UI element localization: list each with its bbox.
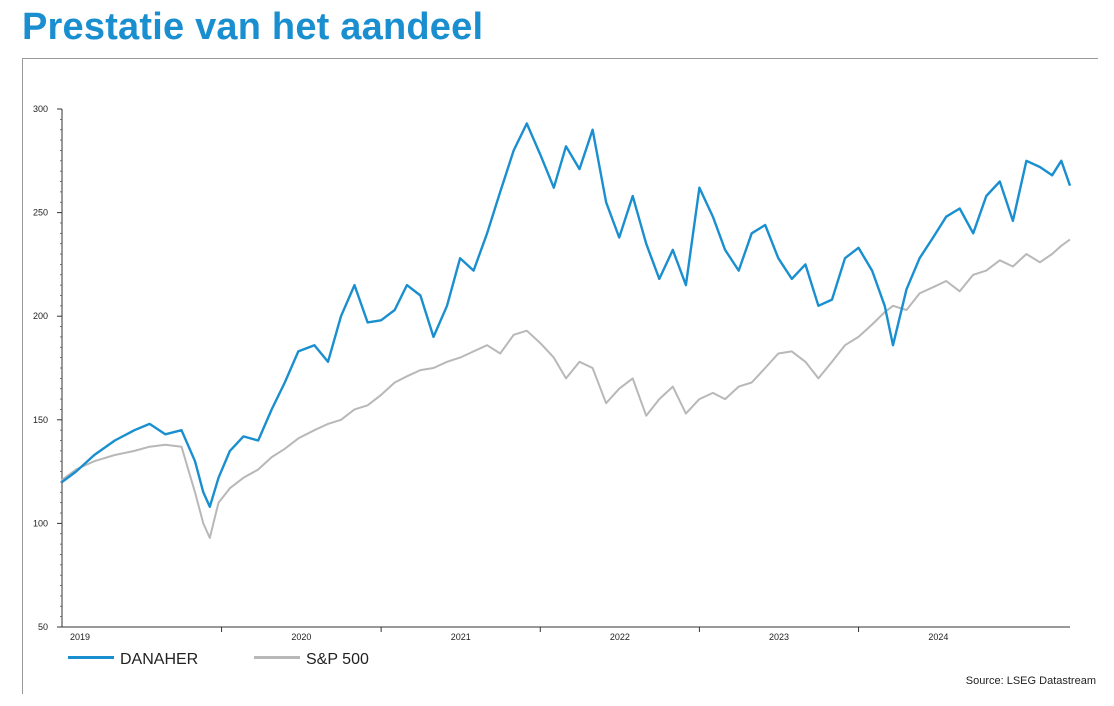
y-tick-label: 250 <box>33 208 48 218</box>
legend-label-danaher: DANAHER <box>120 651 199 668</box>
frame-top-border <box>22 58 1098 59</box>
y-tick-label: 200 <box>33 311 48 321</box>
y-tick-label: 50 <box>38 622 48 632</box>
series-line-danaher <box>61 122 1072 508</box>
page-title: Prestatie van het aandeel <box>22 6 484 48</box>
legend-label-sp500: S&P 500 <box>306 651 369 668</box>
series-line-sp500 <box>61 238 1071 539</box>
x-tick-label: 2020 <box>291 632 311 642</box>
legend-swatch-danaher <box>68 656 114 660</box>
y-tick-label: 150 <box>33 415 48 425</box>
x-tick-label: 2019 <box>70 632 90 642</box>
x-tick-label: 2023 <box>769 632 789 642</box>
x-tick-label: 2024 <box>928 632 948 642</box>
legend-item-danaher: DANAHER <box>68 651 198 669</box>
y-tick-label: 100 <box>33 518 48 528</box>
x-tick-label: 2021 <box>451 632 471 642</box>
frame-left-border <box>22 58 23 694</box>
x-tick-label: 2022 <box>610 632 630 642</box>
source-note: Source: LSEG Datastream <box>965 675 1096 687</box>
legend-swatch-sp500 <box>254 656 300 660</box>
y-tick-label: 300 <box>33 104 48 114</box>
legend-item-sp500: S&P 500 <box>254 651 369 669</box>
